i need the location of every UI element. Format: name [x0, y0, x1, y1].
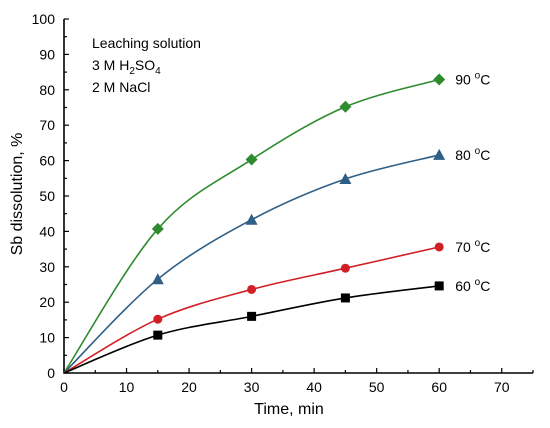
- annotation-line-2-sub1: 2: [129, 66, 135, 77]
- data-point: [247, 284, 257, 294]
- x-tick-label: 10: [119, 379, 135, 395]
- x-tick-label: 50: [369, 379, 385, 395]
- data-point: [247, 311, 257, 321]
- annotation-line-1: Leaching solution: [92, 35, 201, 51]
- axes: 0 10 20 30 40 50 60 70 0 10 20 30 40 50 60 70 80 90 100: [32, 11, 534, 395]
- data-point: [433, 73, 446, 86]
- y-tick-label: 70: [39, 117, 55, 133]
- x-tick-label: 20: [181, 379, 197, 395]
- fit-curve: [63, 246, 440, 374]
- data-point: [151, 222, 164, 235]
- fit-curve: [63, 154, 440, 374]
- y-axis-title: Sb dissolution, %: [9, 133, 26, 256]
- x-tick-label: 0: [60, 379, 68, 395]
- annotation-line-3: 2 M NaCl: [92, 79, 150, 95]
- data-point: [433, 148, 446, 160]
- annotation-line-2-prefix: 3 M H: [92, 57, 129, 73]
- data-point: [340, 293, 350, 303]
- y-tick-label: 90: [39, 46, 55, 62]
- data-point: [245, 213, 258, 225]
- fit-curve: [63, 285, 440, 374]
- x-tick-label: 40: [306, 379, 322, 395]
- annotation-line-2-mid: SO: [135, 57, 155, 73]
- data-point: [339, 100, 352, 113]
- data-point: [245, 153, 258, 166]
- data-point: [340, 263, 350, 273]
- fit-curve: [63, 78, 440, 374]
- series-labels: 90 oC 80 oC 70 oC 60 oC: [455, 71, 490, 294]
- y-tick-label: 80: [39, 82, 55, 98]
- data-point: [339, 173, 352, 185]
- data-point: [434, 281, 444, 291]
- y-tick-label: 30: [39, 259, 55, 275]
- fit-curves: [63, 78, 440, 374]
- x-axis-title: Time, min: [254, 401, 324, 418]
- series-label: 80 oC: [455, 146, 490, 163]
- x-tick-label: 30: [244, 379, 260, 395]
- y-tick-label: 60: [39, 153, 55, 169]
- series-label: 70 oC: [455, 238, 490, 255]
- data-point: [153, 314, 163, 324]
- x-tick-label: 70: [494, 379, 510, 395]
- y-tick-label: 50: [39, 188, 55, 204]
- annotation-box: Leaching solution 3 M H2SO4 2 M NaCl: [92, 35, 201, 95]
- y-tick-label: 20: [39, 294, 55, 310]
- annotation-line-2: 3 M H2SO4: [92, 57, 161, 77]
- data-point: [434, 242, 444, 252]
- y-tick-label: 10: [39, 330, 55, 346]
- data-markers: [151, 73, 446, 340]
- series-label: 60 oC: [455, 277, 490, 294]
- series-label: 90 oC: [455, 71, 490, 88]
- y-tick-label: 0: [47, 365, 55, 381]
- y-tick-label: 40: [39, 223, 55, 239]
- x-tick-label: 60: [431, 379, 447, 395]
- data-point: [151, 273, 164, 285]
- annotation-line-2-sub2: 4: [155, 66, 161, 77]
- y-tick-label: 100: [32, 11, 56, 27]
- data-point: [153, 330, 163, 340]
